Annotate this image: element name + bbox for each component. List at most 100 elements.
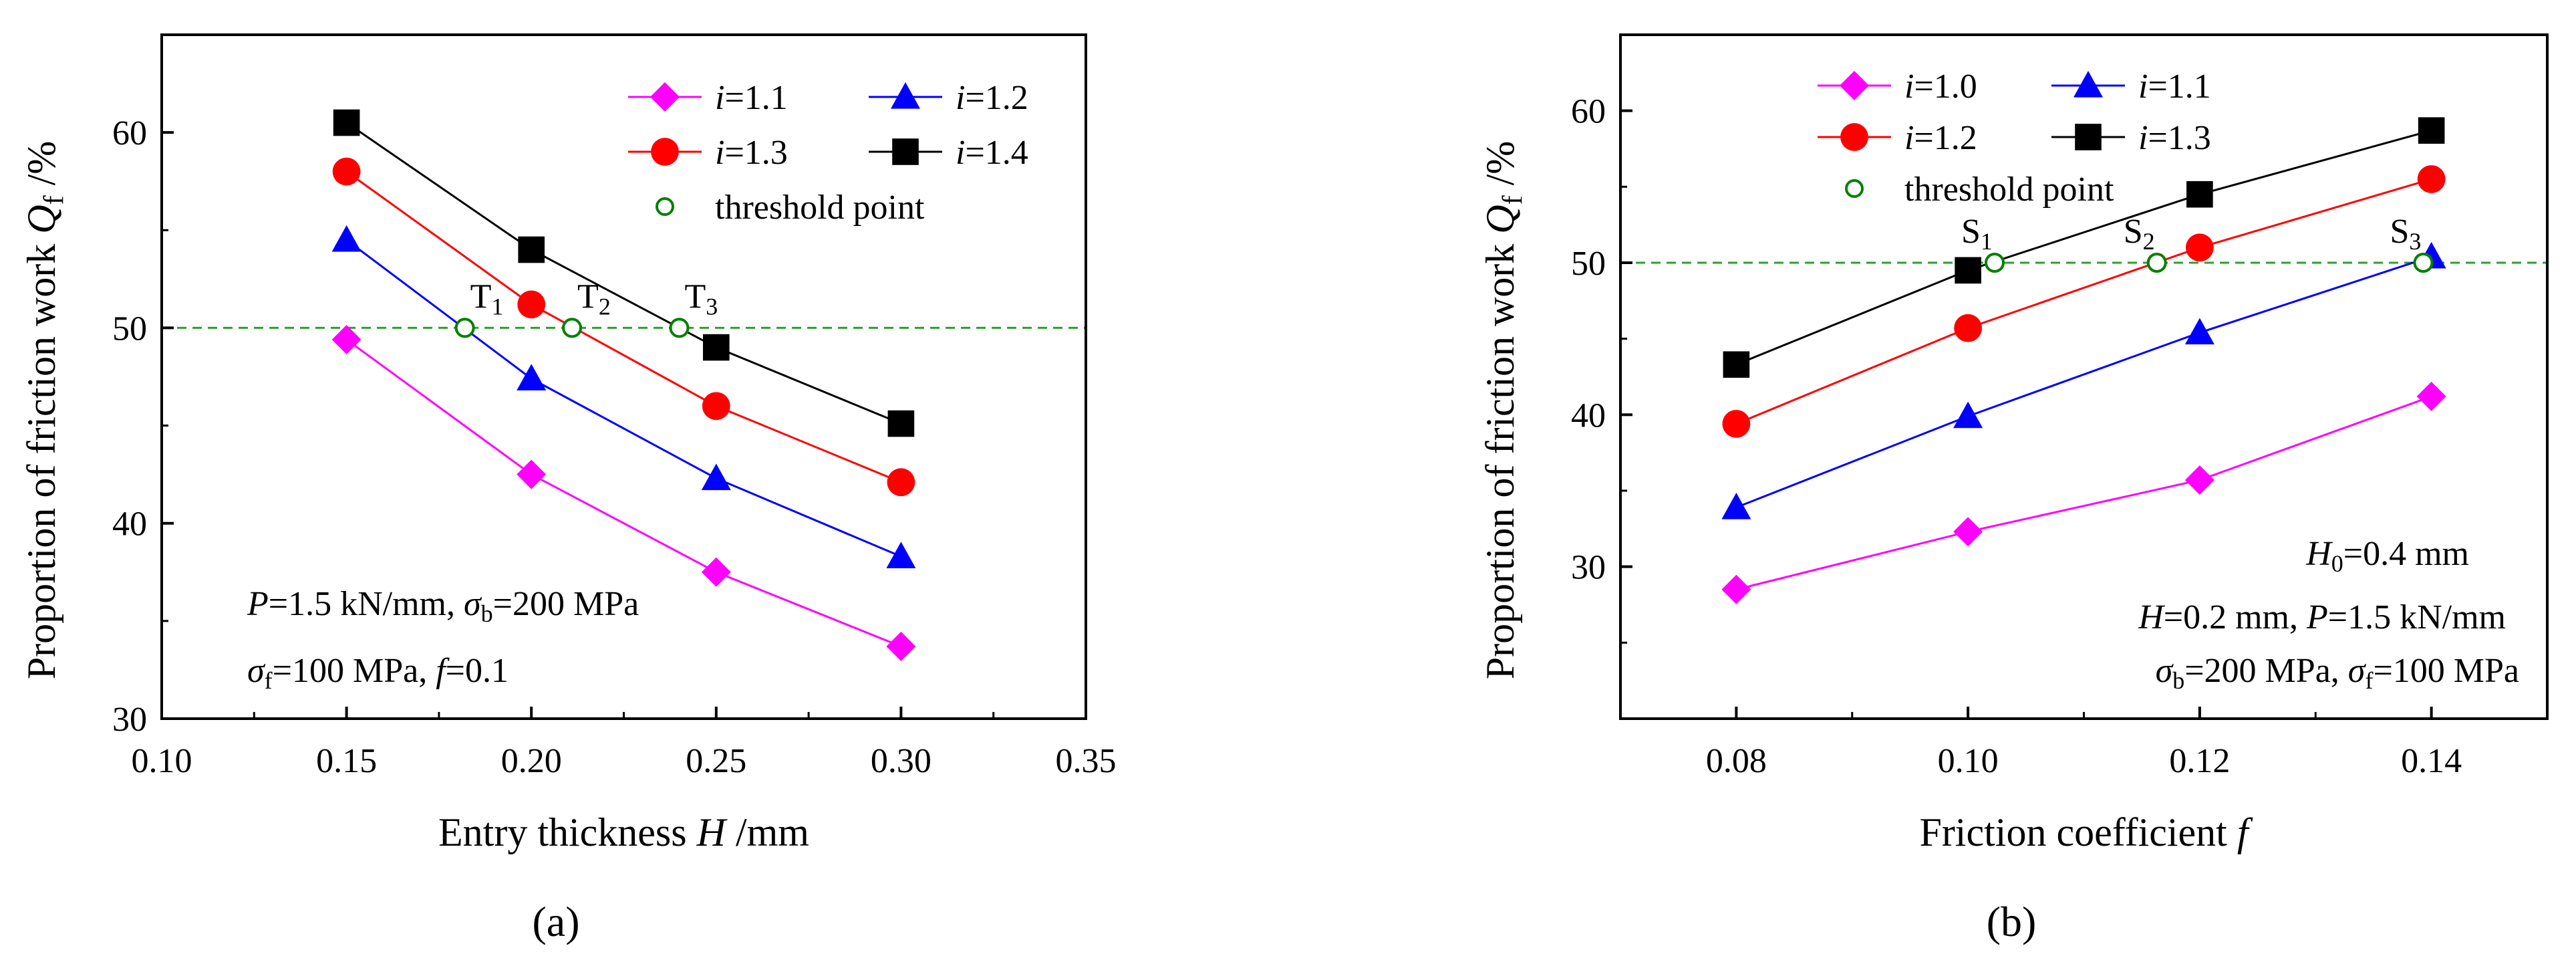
legend-item-threshold: threshold point	[1845, 170, 2114, 209]
legend-item: i=1.3	[2051, 119, 2211, 157]
chart-panel-a: Proportion of friction work Qf /% T1 T2 T3…	[19, 33, 1117, 945]
data-point	[703, 334, 730, 361]
x-tick-label: 0.12	[2169, 742, 2230, 780]
data-point	[333, 109, 360, 136]
threshold-point	[454, 318, 475, 338]
y-axis-title-text: Proportion of friction work Qf /%	[19, 141, 69, 680]
series-line	[345, 122, 901, 425]
annotation: P=1.5 kN/mm, σb=200 MPa σf=100 MPa, f=0.1	[247, 585, 639, 694]
data-point	[887, 468, 915, 497]
legend-label: i=1.2	[956, 79, 1028, 117]
y-tick-label: 60	[112, 114, 147, 152]
data-point	[1954, 314, 1983, 342]
data-point	[2416, 382, 2446, 412]
caption-b: (b)	[1987, 898, 2037, 945]
x-axis-title-text: Entry thickness H /mm	[438, 810, 809, 854]
data-point	[331, 324, 362, 354]
data-point	[2417, 165, 2446, 193]
annotation-line-3: σb=200 MPa, σf=100 MPa	[2156, 652, 2519, 694]
legend: i=1.1 i=1.2 i=1.3 i=1.4 threshold point	[628, 79, 1028, 227]
x-tick-label: 0.30	[871, 742, 932, 780]
x-tick-label: 0.10	[1938, 742, 1999, 780]
y-axis-title: Proportion of friction work Qf /%	[19, 141, 69, 680]
data-point	[517, 364, 547, 391]
legend-marker	[651, 138, 679, 166]
threshold-point-label: S1	[1961, 213, 1993, 255]
annotation-line-1: P=1.5 kN/mm, σb=200 MPa	[247, 585, 639, 627]
legend-marker	[650, 82, 680, 112]
y-axis-title-text: Proportion of friction work Qf /%	[1478, 141, 1528, 680]
series-line	[345, 338, 901, 648]
threshold-point	[2146, 253, 2167, 273]
threshold-point	[562, 318, 583, 338]
legend-label: i=1.1	[715, 79, 788, 117]
legend-label: i=1.2	[1904, 119, 1977, 157]
threshold-point	[1985, 253, 2005, 273]
series-line	[345, 239, 901, 558]
legend-marker	[891, 82, 920, 109]
y-axis-title: Proportion of friction work Qf /%	[1478, 141, 1528, 680]
data-point	[2186, 181, 2213, 208]
data-point	[1955, 257, 1981, 284]
threshold-point-label: S2	[2124, 213, 2155, 255]
legend-item: i=1.3	[628, 134, 788, 172]
x-tick-label: 0.25	[686, 742, 746, 780]
legend-label: i=1.1	[2138, 68, 2211, 106]
series-line	[1735, 255, 2432, 509]
legend-item: i=1.2	[1818, 119, 1977, 157]
data-point	[517, 459, 547, 489]
data-point	[1722, 410, 1751, 438]
legend-marker	[1840, 123, 1868, 151]
data-point	[1721, 493, 1751, 519]
data-point	[332, 157, 361, 186]
threshold-point-label: S3	[2390, 213, 2421, 255]
threshold-point	[669, 318, 690, 338]
legend-label: i=1.3	[715, 134, 788, 172]
legend-label: threshold point	[715, 189, 925, 227]
chart-panel-b: Proportion of friction work Qf /% S1 S2 S3…	[1478, 33, 2549, 945]
legend-item: i=1.1	[628, 79, 788, 117]
data-point	[2184, 318, 2214, 345]
x-axis-title-text: Friction coefficient f	[1919, 810, 2253, 854]
data-point	[701, 463, 731, 491]
x-tick-label: 0.14	[2401, 742, 2462, 780]
series-line	[345, 170, 901, 483]
legend-item: i=1.1	[2051, 68, 2211, 106]
legend-item: i=1.2	[869, 79, 1028, 117]
y-tick-label: 60	[1571, 93, 1606, 131]
x-axis-title: Friction coefficient f	[1919, 810, 2253, 854]
legend: i=1.0 i=1.1 i=1.2 i=1.3 threshold point	[1818, 68, 2211, 209]
data-point	[886, 542, 916, 569]
legend-item: i=1.0	[1818, 68, 1977, 106]
data-point	[1953, 517, 1983, 547]
data-point	[517, 290, 546, 319]
series-line	[1735, 129, 2432, 366]
data-point	[887, 410, 915, 437]
y-tick-label: 40	[112, 505, 147, 544]
x-tick-label: 0.20	[501, 742, 562, 780]
x-axis-title: Entry thickness H /mm	[438, 810, 809, 854]
x-tick-label: 0.08	[1706, 742, 1767, 780]
legend-marker	[2075, 124, 2102, 150]
y-tick-label: 50	[112, 310, 147, 348]
y-tick-label: 30	[1571, 549, 1606, 587]
data-point	[702, 392, 730, 421]
x-tick-label: 0.35	[1056, 742, 1117, 780]
threshold-point-label: T3	[684, 277, 718, 320]
threshold-point-label: T2	[577, 277, 611, 320]
data-point	[886, 631, 916, 661]
legend-marker	[1840, 71, 1869, 100]
legend-marker	[1845, 179, 1864, 198]
legend-marker	[656, 197, 674, 216]
series-line	[1735, 178, 2432, 425]
data-point	[1721, 574, 1751, 604]
legend-marker	[2073, 71, 2103, 98]
annotation-line-1: H0=0.4 mm	[2305, 535, 2469, 577]
data-point	[1723, 351, 1750, 378]
y-tick-label: 50	[1571, 245, 1606, 283]
caption-a: (a)	[532, 898, 579, 945]
x-tick-label: 0.15	[316, 742, 377, 780]
data-point	[2184, 465, 2214, 495]
legend-item: i=1.4	[869, 134, 1028, 172]
